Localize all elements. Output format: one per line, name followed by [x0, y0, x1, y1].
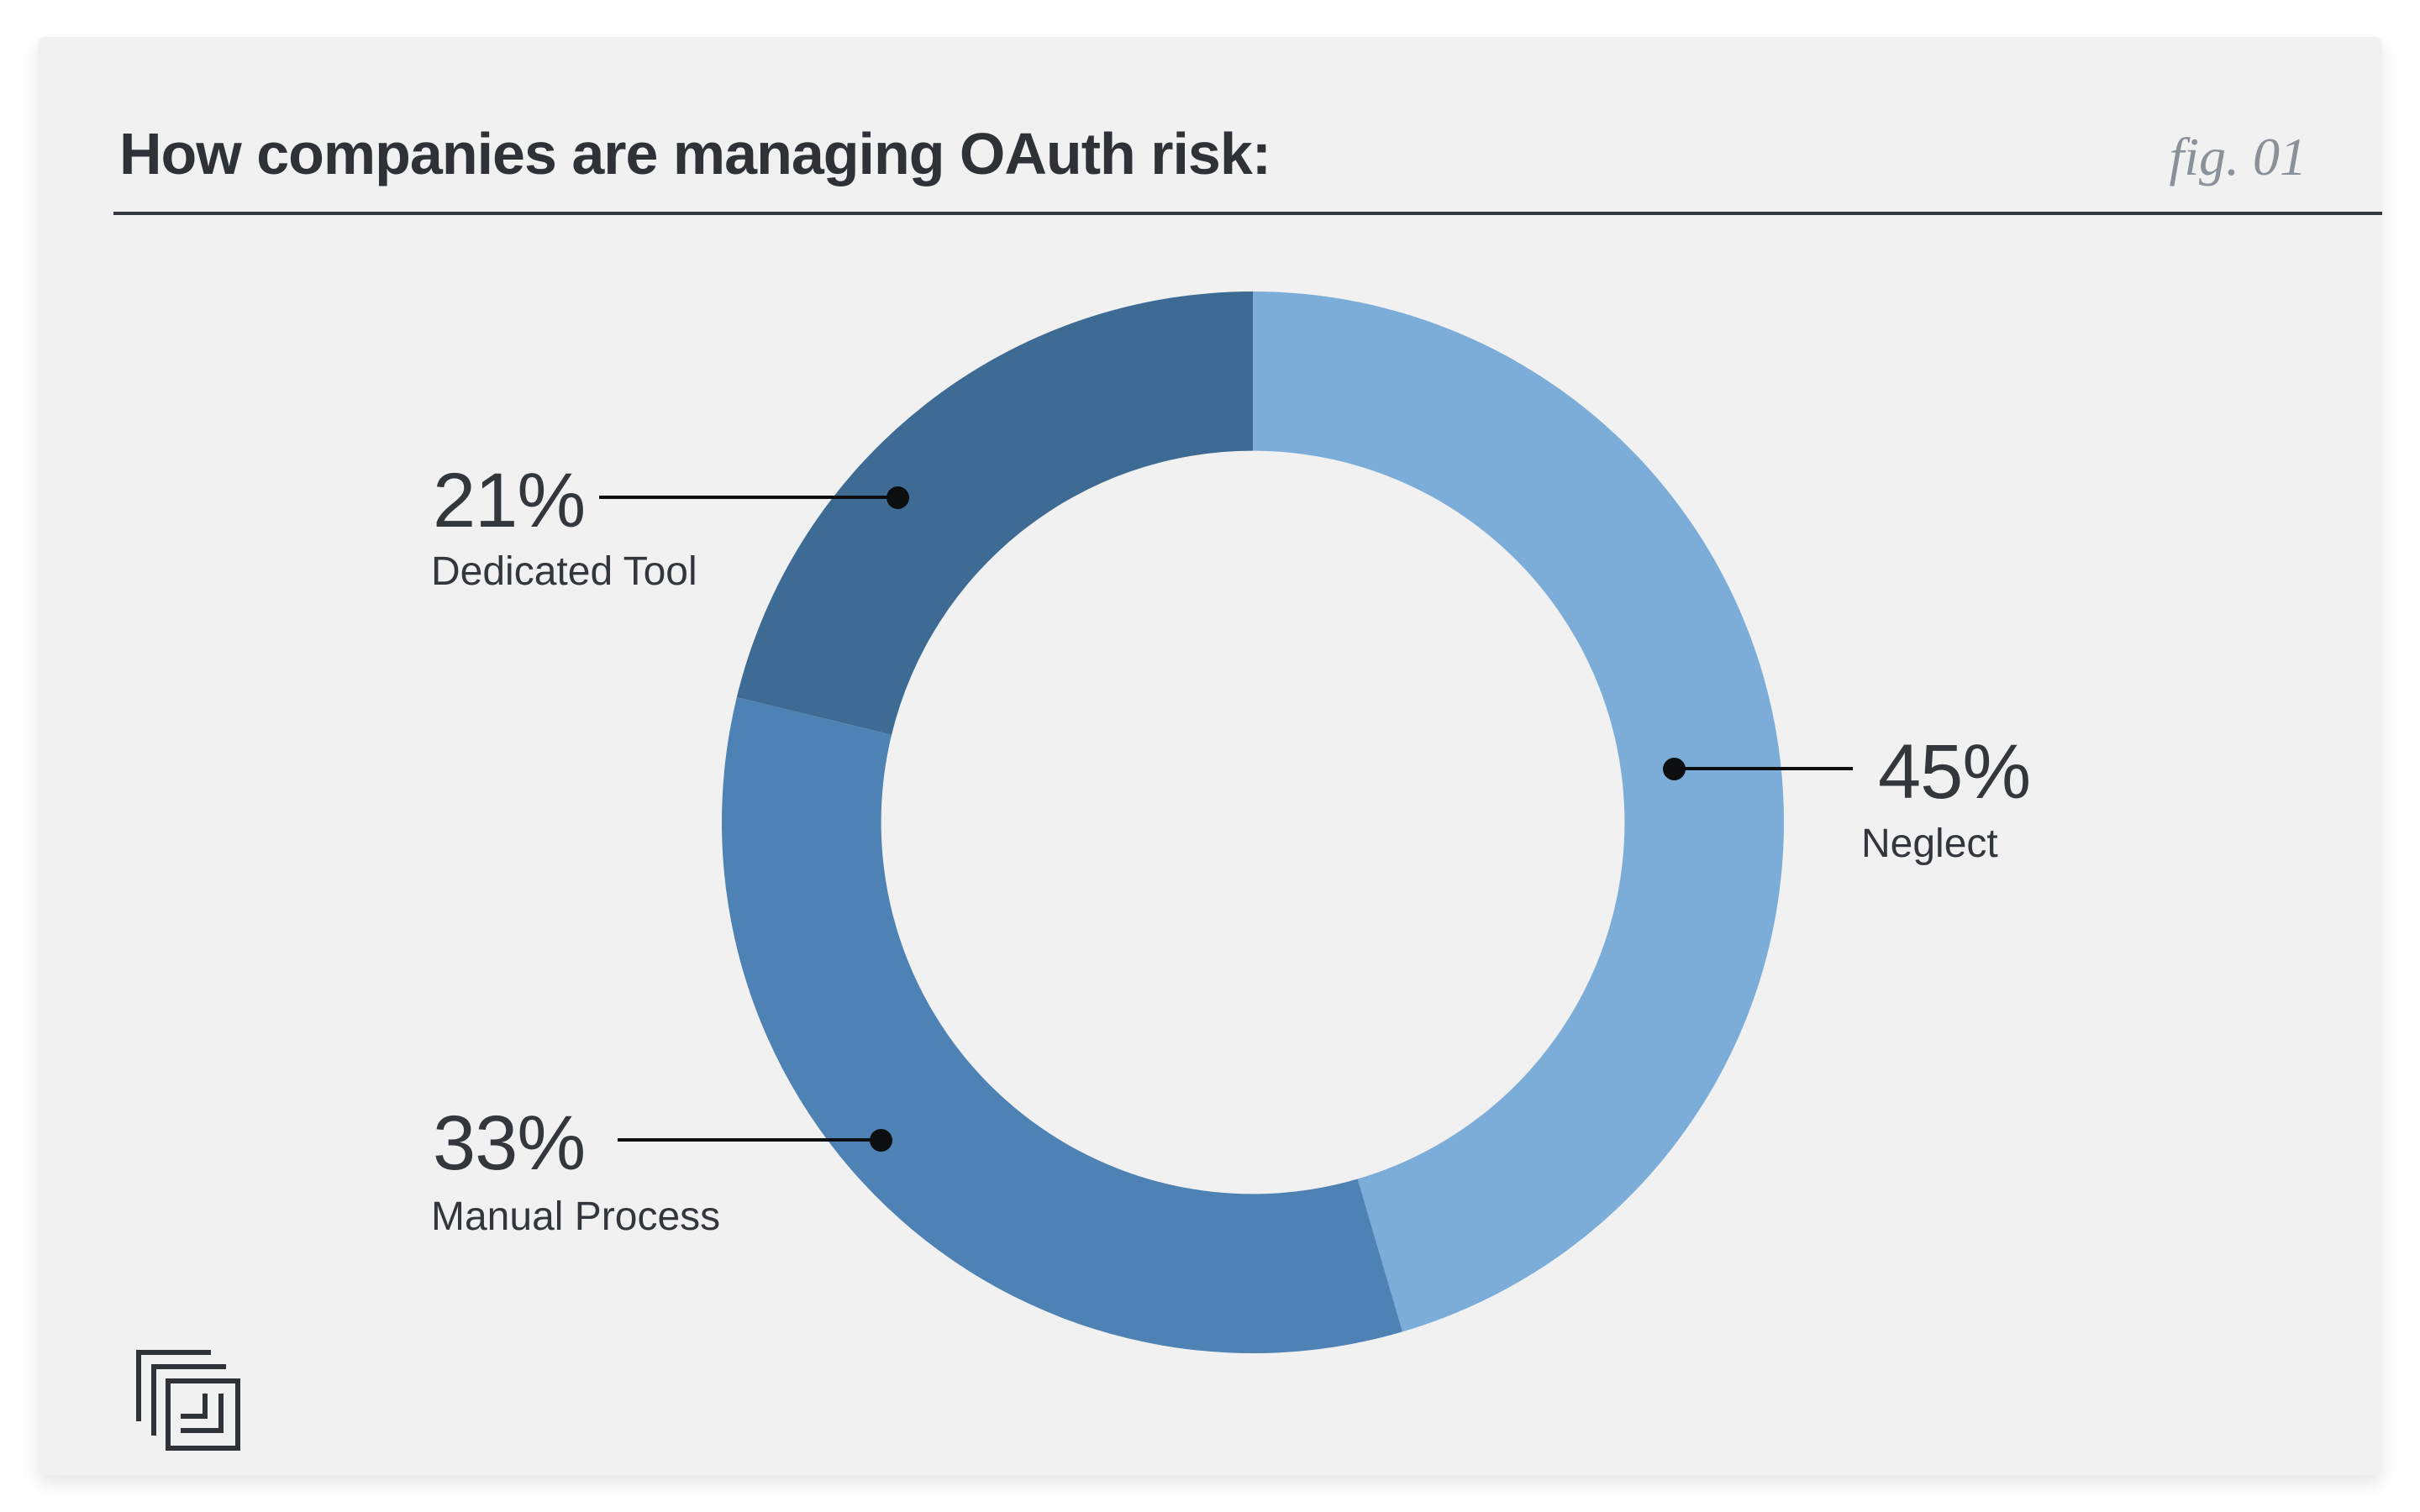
leader-line-manual-process	[618, 1138, 871, 1142]
donut-segment-manual-process	[722, 697, 1403, 1353]
value-manual-process: 33%	[433, 1100, 586, 1186]
page-title: How companies are managing OAuth risk:	[119, 121, 1271, 186]
label-manual-process: Manual Process	[431, 1194, 721, 1239]
value-dedicated-tool: 21%	[433, 458, 586, 543]
donut-segment-neglect	[1253, 291, 1784, 1332]
leader-line-neglect	[1683, 767, 1853, 770]
donut-chart	[722, 291, 1784, 1353]
label-neglect: Neglect	[1861, 822, 1998, 866]
figure-number-label: fig. 01	[2169, 127, 2307, 186]
header-divider	[113, 212, 2382, 215]
layered-squares-logo-icon	[136, 1350, 240, 1451]
leader-dot-manual-process	[870, 1129, 892, 1152]
leader-dot-neglect	[1663, 758, 1686, 780]
leader-dot-dedicated-tool	[886, 486, 909, 509]
label-dedicated-tool: Dedicated Tool	[431, 549, 697, 594]
donut-segment-dedicated-tool	[736, 291, 1253, 735]
chart-card: How companies are managing OAuth risk: f…	[38, 37, 2382, 1475]
leader-line-dedicated-tool	[599, 496, 888, 499]
value-neglect: 45%	[1878, 729, 2031, 815]
